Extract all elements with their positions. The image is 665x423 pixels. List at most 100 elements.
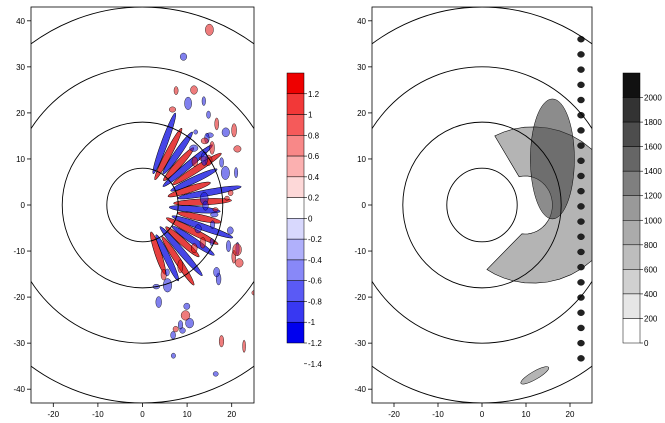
- x-tick-label: -20: [48, 410, 60, 419]
- contour-blob: [274, 110, 279, 120]
- contour-blob: [210, 220, 216, 229]
- contour-blob: [190, 243, 198, 254]
- ring-outline: [372, 66, 592, 344]
- contour-blob: [210, 212, 219, 218]
- contour-blob: [170, 331, 176, 340]
- contour-blob: [170, 352, 176, 359]
- edge-dot: [577, 324, 585, 332]
- colorbar-segment: [622, 269, 641, 295]
- contour-blob: [261, 214, 264, 224]
- colorbar-label: 200: [644, 314, 658, 323]
- colorbar-segment: [622, 220, 641, 246]
- colorbar-label: 400: [644, 290, 658, 299]
- y-tick-label: -40: [13, 385, 25, 394]
- x-tick-label: 20: [566, 410, 575, 419]
- contour-blob: [212, 371, 219, 377]
- contour-blob: [274, 224, 279, 233]
- x-tick-label: 10: [522, 410, 531, 419]
- contour-blob: [227, 226, 234, 235]
- colorbar-segment: [286, 280, 305, 302]
- edge-dot: [577, 309, 585, 316]
- contour-blob: [194, 224, 202, 234]
- colorbar-label: 0.2: [308, 194, 320, 203]
- contour-lobe: [166, 217, 219, 245]
- contour-lobe: [168, 205, 221, 214]
- x-tick-label: 20: [227, 410, 236, 419]
- y-tick-label: -20: [13, 293, 25, 302]
- colorbar-label: 0.8: [308, 131, 320, 140]
- colorbar-label: -0.6: [308, 277, 322, 286]
- colorbar-segment: [622, 195, 641, 221]
- colorbar-label: -0.4: [308, 256, 322, 265]
- y-tick-label: 10: [357, 155, 366, 164]
- contour-lobe: [152, 112, 177, 175]
- panel-2: -20 -10 0 10 20403020100-10-20-30-4020001800…: [354, 6, 662, 419]
- x-tick-label: 0: [140, 410, 145, 419]
- colorbar-segment: [286, 259, 305, 281]
- colorbar-label: 0: [644, 339, 649, 348]
- contour-blob: [179, 52, 187, 61]
- edge-dot: [577, 142, 585, 149]
- colorbar-label: 600: [644, 265, 658, 274]
- edge-dot: [577, 263, 585, 271]
- contour-blob: [185, 318, 194, 329]
- colorbar-segment: [622, 72, 641, 98]
- edge-dot: [577, 172, 585, 180]
- colorbar-label: 1800: [644, 118, 662, 127]
- colorbar-segment: [622, 318, 641, 344]
- y-tick-label: 40: [357, 17, 366, 26]
- y-tick-label: 20: [16, 109, 25, 118]
- ring-outline: [446, 167, 518, 243]
- contour-blob: [224, 195, 230, 201]
- x-tick-label: -10: [92, 410, 104, 419]
- contour-blob: [219, 157, 224, 168]
- edge-dot: [577, 81, 585, 89]
- colorbar-label: 0.4: [308, 173, 320, 182]
- colorbar-segment: [622, 146, 641, 172]
- contour-blob: [214, 117, 219, 131]
- contour-blob: [282, 135, 286, 141]
- contour-blob: [259, 284, 263, 298]
- colorbar-label: 1000: [644, 216, 662, 225]
- y-tick-label: -40: [354, 385, 366, 394]
- contour-blob: [183, 302, 191, 310]
- edge-dot: [577, 279, 585, 286]
- y-tick-label: 30: [16, 63, 25, 72]
- colorbar-segment: [622, 244, 641, 270]
- ring-outline: [61, 121, 224, 289]
- contour-blob: [200, 151, 208, 166]
- colorbar-segment: [622, 121, 641, 147]
- contour-blob: [209, 141, 215, 155]
- y-tick-label: 0: [21, 201, 26, 210]
- contour-blob: [260, 142, 266, 147]
- colorbar-segment: [286, 197, 305, 219]
- contour-blob: [268, 176, 272, 184]
- ring-outline: [402, 121, 562, 289]
- colorbar-segment: [622, 97, 641, 123]
- y-tick-label: 20: [357, 109, 366, 118]
- contour-blob: [209, 238, 214, 246]
- edge-dot: [577, 36, 585, 43]
- contour-blob: [155, 296, 162, 308]
- contour-blob: [184, 96, 192, 110]
- contour-blob: [234, 258, 244, 268]
- colorbar-label: 1.2: [308, 90, 320, 99]
- colorbar-segment: [286, 72, 305, 95]
- colorbar-label: -1: [308, 318, 316, 327]
- contour-blob: [164, 268, 170, 277]
- contour-lobe: [155, 234, 180, 282]
- colorbar: 1.2 1 0.8 0.6 0.4 0.2 0 -0.2 -0.4 -0.6 -0.8 -1 -1.2 -…: [286, 72, 322, 369]
- contour-blob: [242, 339, 246, 353]
- contour-blob: [267, 87, 273, 100]
- y-tick-label: -20: [354, 293, 366, 302]
- contour-blob: [202, 200, 209, 211]
- y-tick-label: 10: [16, 155, 25, 164]
- y-tick-label: -30: [354, 339, 366, 348]
- y-tick-label: 30: [357, 63, 366, 72]
- contour-lobe: [154, 127, 183, 181]
- contour-blob: [200, 137, 209, 145]
- colorbar-label: 0.6: [308, 152, 320, 161]
- contour-blob: [212, 207, 219, 212]
- colorbar-segment: [622, 293, 641, 319]
